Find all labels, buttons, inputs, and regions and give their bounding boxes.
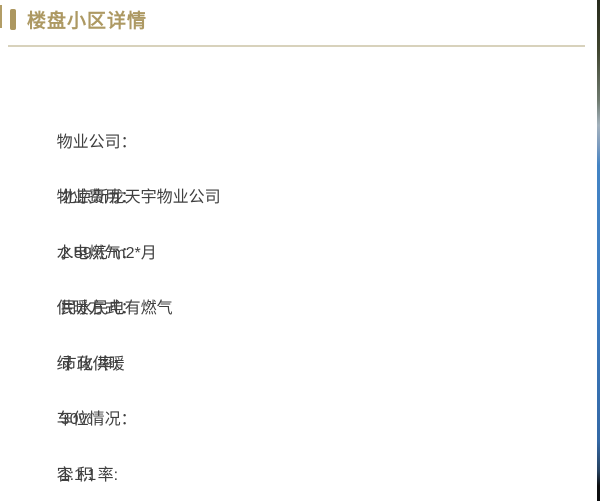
detail-label: 供暖方式： bbox=[56, 300, 137, 317]
detail-row-property-company: 物业公司： 北京新龙天宇物业公司 bbox=[0, 59, 600, 207]
detail-row-heating: 供暖方式： 市政供暖 bbox=[0, 226, 600, 373]
detail-label: 容 积 率: bbox=[56, 466, 119, 484]
header-divider bbox=[8, 45, 585, 47]
detail-row-utilities: 水电燃气： 民水民电有燃气 bbox=[0, 170, 600, 318]
section-marker-bar bbox=[10, 8, 16, 30]
detail-label: 车位情况： bbox=[56, 411, 137, 428]
detail-label: 物业公司： bbox=[56, 133, 137, 151]
detail-value: 民水民电有燃气 bbox=[60, 300, 173, 317]
right-edge-crop bbox=[597, 0, 600, 501]
detail-row-parking: 车位情况： 1:1.1 bbox=[0, 337, 600, 484]
detail-label: 水电燃气： bbox=[56, 244, 137, 262]
detail-row-property-fee: 物业费用： 2.59元/m2*月 bbox=[0, 115, 600, 262]
detail-row-plot-ratio: 容 积 率: 1.52 bbox=[0, 392, 600, 484]
section-header: 楼盘小区详情 bbox=[0, 0, 600, 32]
detail-label: 物业费用： bbox=[56, 189, 137, 206]
detail-value: 1:1.1 bbox=[60, 466, 97, 484]
left-crop-marker bbox=[0, 5, 2, 28]
detail-label: 绿 化 率: bbox=[56, 355, 119, 373]
section-title: 楼盘小区详情 bbox=[27, 10, 148, 32]
detail-row-greening-rate: 绿 化 率: 30% bbox=[0, 281, 600, 429]
detail-value: 30% bbox=[60, 411, 93, 428]
detail-value: 北京新龙天宇物业公司 bbox=[60, 189, 221, 206]
detail-value: 2.59元/m2*月 bbox=[60, 244, 157, 262]
detail-list: 物业公司： 北京新龙天宇物业公司 物业费用： 2.59元/m2*月 水电燃气： … bbox=[0, 59, 600, 501]
detail-value: 市政供暖 bbox=[60, 355, 125, 373]
